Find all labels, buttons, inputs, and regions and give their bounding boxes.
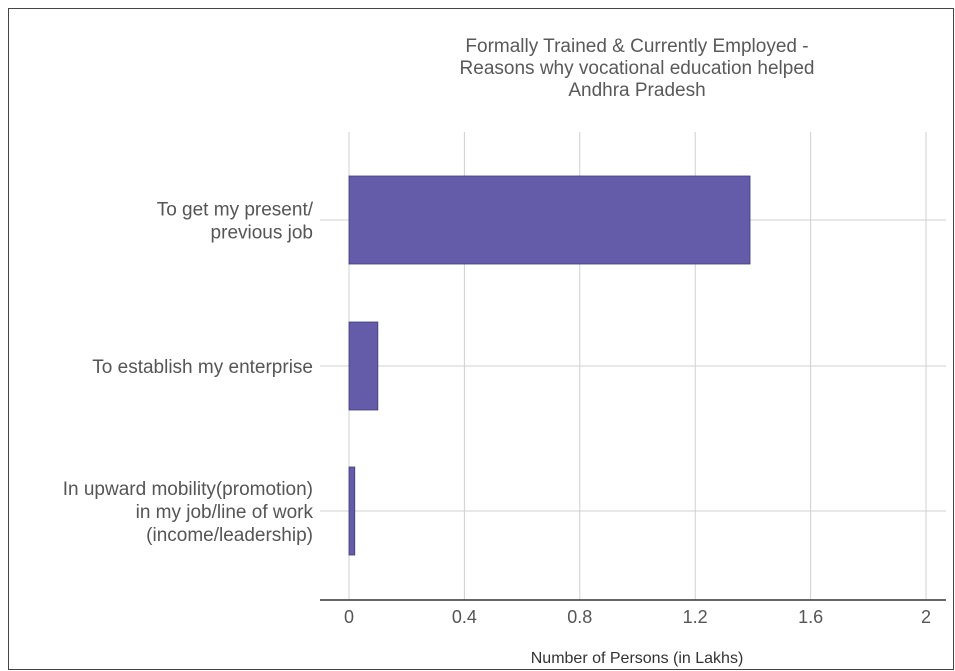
- category-label: To get my present/: [157, 200, 314, 221]
- category-label: in my job/line of work: [136, 502, 314, 523]
- bar: [348, 175, 751, 265]
- x-tick-label: 0: [344, 607, 354, 627]
- category-labels: To get my present/previous job To establi…: [63, 200, 314, 547]
- chart-title-line: Andhra Pradesh: [568, 80, 705, 101]
- x-tick-label: 1.2: [683, 607, 708, 627]
- chart-frame: [8, 8, 954, 670]
- x-tick-labels: 0 0.4 0.8 1.2 1.6 2: [344, 607, 931, 627]
- chart-title-line: Reasons why vocational education helped: [460, 58, 815, 79]
- chart-title: Formally Trained & Currently Employed -R…: [460, 36, 815, 101]
- category-label: (income/leadership): [146, 525, 313, 546]
- x-tick-label: 1.6: [798, 607, 823, 627]
- category-label: previous job: [211, 223, 313, 244]
- x-tick-label: 0.4: [452, 607, 477, 627]
- bars: [348, 175, 751, 556]
- category-label: To establish my enterprise: [92, 357, 313, 378]
- category-label: In upward mobility(promotion): [63, 479, 313, 500]
- bar: [348, 466, 356, 556]
- bar: [348, 321, 379, 411]
- chart-title-line: Formally Trained & Currently Employed -: [465, 36, 808, 57]
- x-axis-title: Number of Persons (in Lakhs): [531, 650, 744, 667]
- x-tick-label: 0.8: [567, 607, 592, 627]
- x-tick-label: 2: [921, 607, 931, 627]
